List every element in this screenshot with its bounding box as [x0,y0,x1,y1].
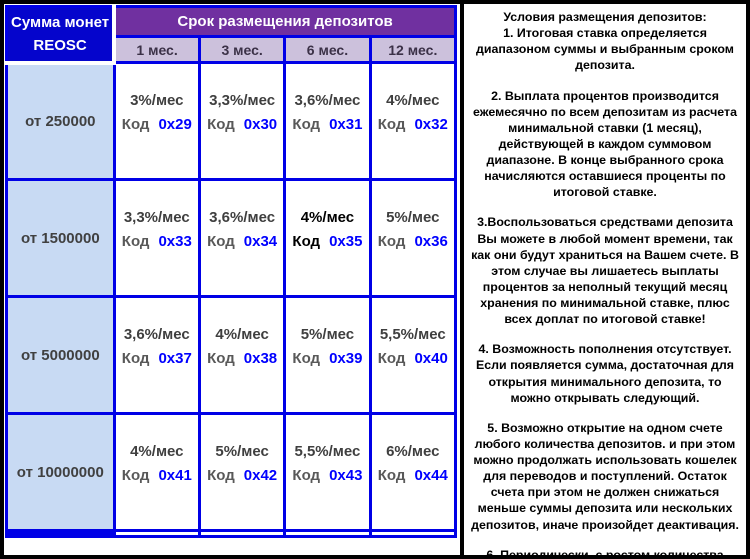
bottom-strip-left [5,529,116,538]
code-value: 0x39 [329,349,363,367]
deposit-cell: 5%/мес Код 0x42 [197,412,287,532]
code-label: Код [377,115,406,133]
amount-label: от 5000000 [5,295,116,415]
rate-value: 4%/мес [300,208,355,226]
deposit-cell: 4%/мес Код 0x38 [197,295,287,415]
condition-paragraph-3: 3.Воспользоваться средствами депозита Вы… [471,215,739,327]
table-row: от 10000000 4%/мес Код 0x41 5%/мес Код 0x42 … [5,412,458,532]
bottom-strip-cell [112,529,201,538]
code-label: Код [377,466,406,484]
code-value: 0x33 [158,232,192,250]
term-header-6m: 6 мес. [283,35,372,64]
code-value: 0x44 [414,466,448,484]
deposit-table-area: Сумма монет REOSC Срок размещения депози… [4,4,460,555]
bottom-strip-cell [283,529,372,538]
rate-value: 4%/мес [130,442,184,460]
rate-value: 3,6%/мес [209,208,276,226]
rate-value: 5,5%/мес [294,442,361,460]
term-header-1m: 1 мес. [112,35,201,64]
code-value: 0x32 [414,115,448,133]
condition-paragraph-1: 1. Итоговая ставка определяется диапазон… [476,26,734,73]
deposit-cell: 3,6%/мес Код 0x31 [283,61,372,181]
code-value: 0x43 [329,466,363,484]
term-header: Срок размещения депозитов [112,5,458,38]
table-row: от 5000000 3,6%/мес Код 0x37 4%/мес Код 0x38… [5,295,458,415]
code-value: 0x36 [414,232,448,250]
rate-value: 3,3%/мес [209,91,276,109]
amount-label: от 250000 [5,61,116,181]
term-header-3m: 3 мес. [197,35,287,64]
deposit-cell: 5,5%/мес Код 0x40 [368,295,458,415]
rate-value: 5,5%/мес [379,325,446,343]
table-row: от 1500000 3,3%/мес Код 0x33 3,6%/мес Код 0x… [5,178,458,298]
rate-value: 3,6%/мес [123,325,190,343]
code-value: 0x31 [329,115,363,133]
code-value: 0x34 [243,232,278,250]
rate-value: 3,6%/мес [294,91,361,109]
condition-paragraph-6: 6. Периодически, с ростом количества мон… [486,547,724,555]
code-value: 0x38 [243,349,278,367]
rate-value: 3%/мес [130,91,184,109]
deposit-cell: 4%/мес Код 0x35 [283,178,372,298]
code-value: 0x30 [243,115,278,133]
deposit-cell: 3,6%/мес Код 0x37 [112,295,201,415]
amount-column-header: Сумма монет REOSC [5,5,117,65]
rate-value: 5%/мес [300,325,355,343]
rate-value: 6%/мес [386,442,440,460]
table-row: от 250000 3%/мес Код 0x29 3,3%/мес Код 0x30 … [5,61,458,181]
code-label: Код [377,232,406,250]
code-value: 0x35 [329,232,363,250]
code-label: Код [292,115,321,133]
term-header-12m: 12 мес. [368,35,458,64]
bottom-strip-cell [197,529,287,538]
condition-paragraph-2: 2. Выплата процентов производится ежемес… [473,88,737,200]
code-label: Код [121,115,150,133]
amount-label: от 10000000 [5,412,116,532]
code-value: 0x29 [158,115,192,133]
deposit-cell: 5%/мес Код 0x36 [368,178,458,298]
amount-label: от 1500000 [5,178,116,298]
amount-header-line2: REOSC [33,37,87,55]
deposit-cell: 3,3%/мес Код 0x30 [197,61,287,181]
deposit-cell: 3,3%/мес Код 0x33 [112,178,201,298]
deposit-cell: 5%/мес Код 0x39 [283,295,372,415]
deposit-cell: 6%/мес Код 0x44 [368,412,458,532]
deposit-table: Сумма монет REOSC Срок размещения депози… [5,5,458,538]
code-label: Код [292,466,321,484]
code-value: 0x40 [414,349,448,367]
deposit-cell: 3%/мес Код 0x29 [112,61,201,181]
deposit-cell: 4%/мес Код 0x41 [112,412,201,532]
deposit-cell: 5,5%/мес Код 0x43 [283,412,372,532]
amount-header-line1: Сумма монет [11,14,110,31]
code-label: Код [207,115,235,133]
code-label: Код [207,349,235,367]
code-label: Код [292,232,321,250]
code-label: Код [292,349,321,367]
rate-value: 3,3%/мес [123,208,190,226]
rate-value: 5%/мес [215,442,269,460]
conditions-panel: Условия размещения депозитов: 1. Итогова… [460,4,746,555]
code-label: Код [207,466,235,484]
rate-value: 4%/мес [386,91,440,109]
bottom-strip-cell [368,529,458,538]
code-value: 0x42 [243,466,278,484]
condition-paragraph-4: 4. Возможность пополнения отсутствует. Е… [475,342,734,405]
code-value: 0x41 [158,466,192,484]
code-label: Код [121,466,150,484]
code-label: Код [207,232,235,250]
rate-value: 5%/мес [386,208,440,226]
deposit-cell: 3,6%/мес Код 0x34 [197,178,287,298]
rate-value: 4%/мес [215,325,269,343]
condition-paragraph-5: 5. Возможно открытие на одном счете любо… [471,420,739,532]
code-label: Код [377,349,406,367]
table-bottom-strip [5,529,458,538]
code-label: Код [121,349,150,367]
code-value: 0x37 [158,349,192,367]
deposit-cell: 4%/мес Код 0x32 [368,61,458,181]
conditions-title: Условия размещения депозитов: [503,10,707,24]
code-label: Код [121,232,150,250]
